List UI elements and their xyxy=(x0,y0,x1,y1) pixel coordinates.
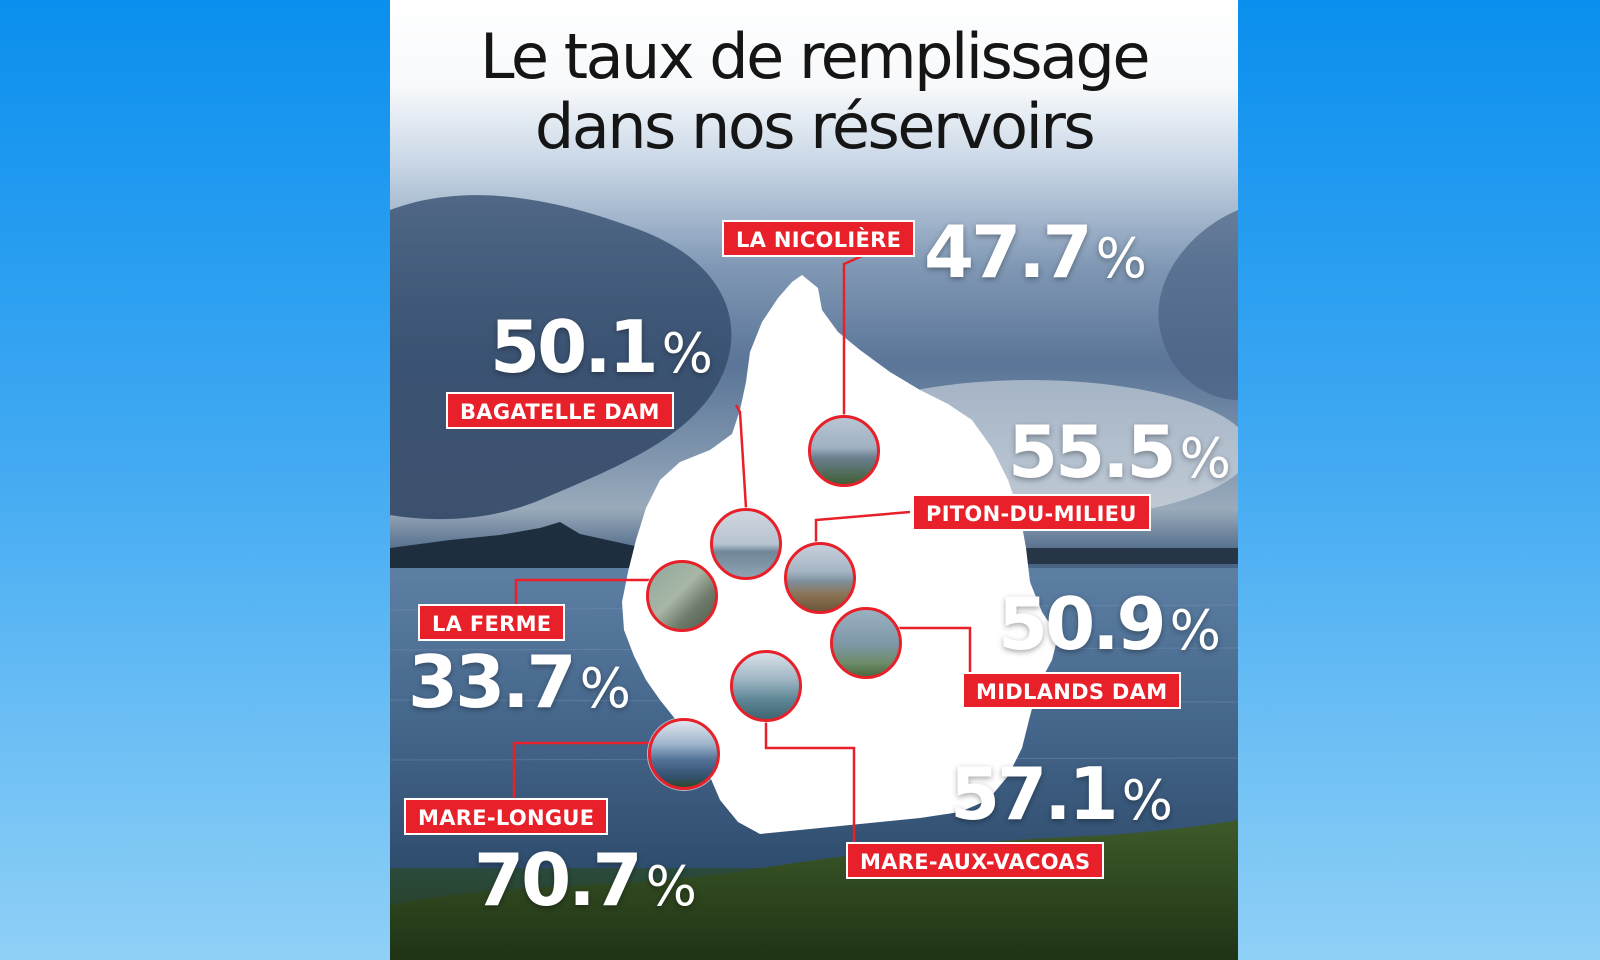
percent-value: 47.7 xyxy=(924,210,1093,294)
label-bagatelle-dam: BAGATELLE DAM xyxy=(446,392,674,429)
connector-lines xyxy=(512,254,972,845)
thumb-la-nicoliere xyxy=(808,415,880,487)
infographic-poster: Le taux de remplissage dans nos réservoi… xyxy=(390,0,1238,960)
percent-sign: % xyxy=(661,322,713,385)
percent-value: 55.5 xyxy=(1008,410,1177,494)
percent-sign: % xyxy=(1095,227,1147,290)
percent-value: 50.9 xyxy=(998,582,1167,666)
distant-mountain xyxy=(390,522,660,572)
percent-sign: % xyxy=(1121,769,1173,832)
percent-value: 57.1 xyxy=(950,752,1119,836)
storm-cloud xyxy=(390,195,732,520)
percent-sign: % xyxy=(1169,599,1221,662)
title-line-2: dans nos réservoirs xyxy=(534,90,1096,163)
connector-la-ferme xyxy=(514,578,670,604)
percent-la-nicoliere: 47.7% xyxy=(924,210,1147,294)
title-line-1: Le taux de remplissage xyxy=(479,20,1151,93)
label-la-ferme: LA FERME xyxy=(418,604,566,641)
thumb-mare-longue xyxy=(648,718,720,790)
thumb-piton-du-milieu xyxy=(784,542,856,614)
percent-mare-aux-vacoas: 57.1% xyxy=(950,752,1173,836)
percent-midlands-dam: 50.9% xyxy=(998,582,1221,666)
label-midlands-dam: MIDLANDS DAM xyxy=(962,672,1182,709)
percent-la-ferme: 33.7% xyxy=(408,640,631,724)
connector-piton xyxy=(814,510,911,542)
percent-mare-longue: 70.7% xyxy=(474,838,697,922)
percent-piton-du-milieu: 55.5% xyxy=(1008,410,1231,494)
label-piton-du-milieu: PITON-DU-MILIEU xyxy=(912,494,1151,531)
percent-value: 33.7 xyxy=(408,640,577,724)
page-title: Le taux de remplissage dans nos réservoi… xyxy=(390,22,1238,162)
connector-midlands xyxy=(890,626,972,678)
right-cloud xyxy=(1158,210,1238,400)
label-mare-aux-vacoas: MARE-AUX-VACOAS xyxy=(846,842,1105,879)
label-la-nicoliere: LA NICOLIÈRE xyxy=(722,220,916,257)
far-shoreline xyxy=(990,548,1238,564)
connector-bagatelle xyxy=(734,404,748,509)
connector-mare-longue xyxy=(512,741,674,798)
percent-sign: % xyxy=(579,657,631,720)
label-mare-longue: MARE-LONGUE xyxy=(404,798,609,835)
thumb-bagatelle xyxy=(710,508,782,580)
connector-la-nicoliere xyxy=(842,254,863,415)
thumb-midlands xyxy=(830,607,902,679)
connector-mare-aux-vacoas xyxy=(764,715,856,845)
thumb-la-ferme xyxy=(646,560,718,632)
percent-sign: % xyxy=(1179,427,1231,490)
percent-sign: % xyxy=(645,855,697,918)
percent-value: 50.1 xyxy=(490,305,659,389)
thumb-mare-aux-vacoas xyxy=(730,650,802,722)
percent-bagatelle-dam: 50.1% xyxy=(490,305,713,389)
percent-value: 70.7 xyxy=(474,838,643,922)
